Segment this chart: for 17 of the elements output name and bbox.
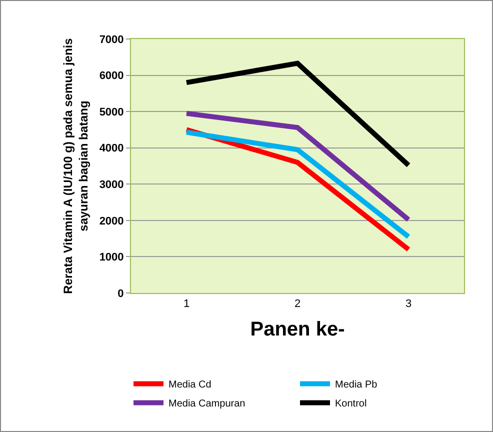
x-tick-label: 2 (294, 298, 301, 310)
y-tick-label: 7000 (99, 34, 124, 46)
legend-label: Media Campuran (168, 398, 246, 410)
y-tick-label: 0 (118, 288, 124, 300)
legend-label: Kontrol (335, 398, 367, 410)
y-axis-title: Rerata Vitamin A (IU/100 g) pada semua jenis sayuran bagian batang (61, 38, 91, 294)
y-tick-label: 6000 (99, 70, 124, 82)
y-tick-label: 3000 (99, 178, 124, 191)
y-tick-label: 1000 (99, 252, 124, 264)
y-tick-label: 5000 (99, 106, 124, 118)
y-tick-label: 4000 (99, 142, 124, 155)
x-tick-label: 3 (405, 298, 412, 310)
x-axis-title: Panen ke- (250, 318, 345, 341)
y-tick-label: 2000 (99, 215, 124, 228)
legend-label: Media Cd (168, 380, 212, 391)
x-tick-label: 1 (183, 298, 190, 310)
legend-label: Media Pb (335, 380, 378, 391)
